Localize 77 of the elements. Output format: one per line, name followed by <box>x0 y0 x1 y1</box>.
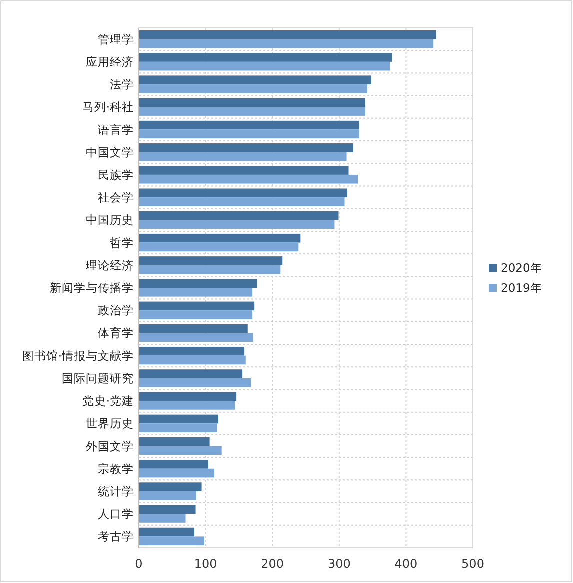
bar <box>139 120 360 130</box>
bar <box>139 414 218 424</box>
bar <box>139 30 436 40</box>
y-tick-label: 社会学 <box>98 190 134 205</box>
bar <box>139 76 372 85</box>
bar <box>139 505 196 514</box>
y-tick-label: 中国历史 <box>86 213 134 228</box>
x-tick-label: 0 <box>135 557 143 571</box>
bar <box>139 302 255 311</box>
y-tick-label: 体育学 <box>98 326 134 340</box>
y-tick-label: 语言学 <box>98 122 134 137</box>
bar <box>139 152 347 162</box>
bar <box>139 356 246 365</box>
bar <box>139 347 245 356</box>
bar <box>139 188 348 198</box>
bar <box>139 370 243 378</box>
bar <box>139 256 283 266</box>
bar <box>139 166 349 175</box>
bar <box>139 514 186 523</box>
y-tick-label: 哲学 <box>110 236 134 250</box>
y-tick-label: 图书馆·情报与文献学 <box>22 348 134 363</box>
bar <box>139 392 237 402</box>
bar <box>139 234 301 243</box>
bar <box>139 310 253 320</box>
y-tick-label: 宗教学 <box>98 462 134 476</box>
bar <box>139 424 218 432</box>
y-tick-label: 理论经济 <box>86 258 134 272</box>
y-tick-label: 国际问题研究 <box>62 371 134 386</box>
y-tick-label: 政治学 <box>98 304 134 318</box>
x-tick-label: 300 <box>328 557 351 571</box>
bar <box>139 144 354 152</box>
legend-label: 2019年 <box>501 281 542 296</box>
y-tick-label: 马列·科社 <box>82 100 134 114</box>
x-tick-label: 100 <box>194 557 218 571</box>
bar <box>139 84 368 94</box>
bar <box>139 220 335 229</box>
bar <box>139 265 281 274</box>
y-tick-label: 人口学 <box>98 507 134 522</box>
bar <box>139 107 366 116</box>
bar <box>139 130 360 139</box>
y-tick-label: 应用经济 <box>86 54 134 69</box>
bar <box>139 333 254 342</box>
x-tick-label: 500 <box>462 557 484 571</box>
bar <box>139 39 434 48</box>
y-tick-label: 民族学 <box>98 168 134 182</box>
x-tick-label: 400 <box>394 557 418 571</box>
bar <box>139 174 358 184</box>
bar <box>139 211 339 220</box>
y-tick-label: 党史·党建 <box>82 394 134 408</box>
y-tick-label: 外国文学 <box>86 439 134 454</box>
bar <box>139 491 196 500</box>
bar <box>139 401 236 410</box>
bar <box>139 198 345 206</box>
bar <box>139 460 208 469</box>
bar <box>139 536 204 546</box>
bar <box>139 98 366 108</box>
bar <box>139 446 222 456</box>
bar <box>139 378 252 388</box>
y-tick-label: 法学 <box>110 78 134 92</box>
bar <box>139 324 248 334</box>
bar <box>139 528 194 537</box>
bar <box>139 62 390 71</box>
y-tick-label: 管理学 <box>98 32 134 46</box>
bar <box>139 279 258 288</box>
bar <box>139 468 214 478</box>
bar <box>139 437 210 446</box>
x-tick-label: 200 <box>261 557 284 571</box>
y-tick-label: 世界历史 <box>86 416 134 431</box>
bar <box>139 242 299 252</box>
legend-label: 2020年 <box>501 261 542 276</box>
y-tick-label: 新闻学与传播学 <box>50 281 134 296</box>
y-tick-label: 考古学 <box>98 530 134 544</box>
bar <box>139 482 202 492</box>
bar <box>139 288 253 297</box>
bar <box>139 53 392 62</box>
y-tick-label: 中国文学 <box>86 145 134 160</box>
y-tick-label: 统计学 <box>98 484 134 499</box>
